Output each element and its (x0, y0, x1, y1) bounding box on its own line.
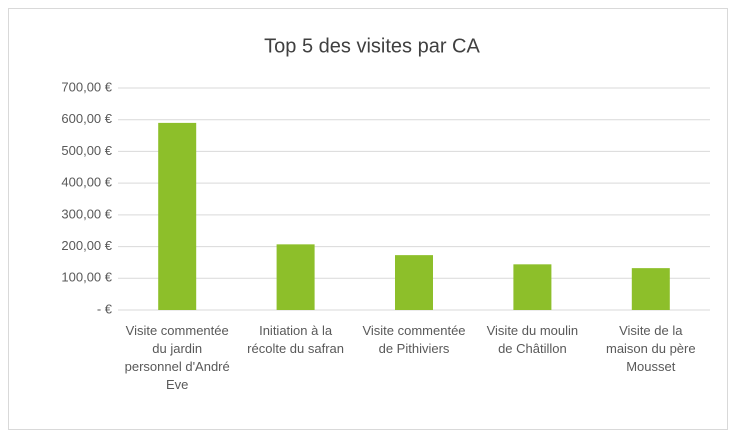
y-tick-label: 600,00 € (61, 111, 112, 126)
chart-border (8, 8, 728, 430)
x-tick-label: Visite commentée de Pithiviers (362, 323, 466, 356)
chart-title: Top 5 des visites par CA (264, 35, 480, 57)
bar (395, 255, 433, 310)
x-tick-label: Visite de la maison du père Mousset (605, 323, 696, 374)
x-tick-label: Visite du moulin de Châtillon (486, 323, 579, 356)
x-tick-label: Visite commentée du jardin personnel d'A… (124, 323, 230, 392)
bar (158, 122, 197, 310)
bar (276, 244, 315, 310)
y-tick-label: 500,00 € (61, 143, 112, 158)
y-tick-label: 700,00 € (61, 79, 112, 94)
bar (631, 268, 670, 310)
y-tick-label: 200,00 € (61, 238, 112, 253)
y-tick-label: 100,00 € (61, 270, 112, 285)
y-tick-label: 400,00 € (61, 175, 112, 190)
bar (513, 264, 552, 310)
y-tick-label: 300,00 € (61, 206, 112, 221)
x-tick-label: Initiation à la récolte du safran (247, 323, 345, 356)
y-tick-label: - € (97, 301, 113, 316)
